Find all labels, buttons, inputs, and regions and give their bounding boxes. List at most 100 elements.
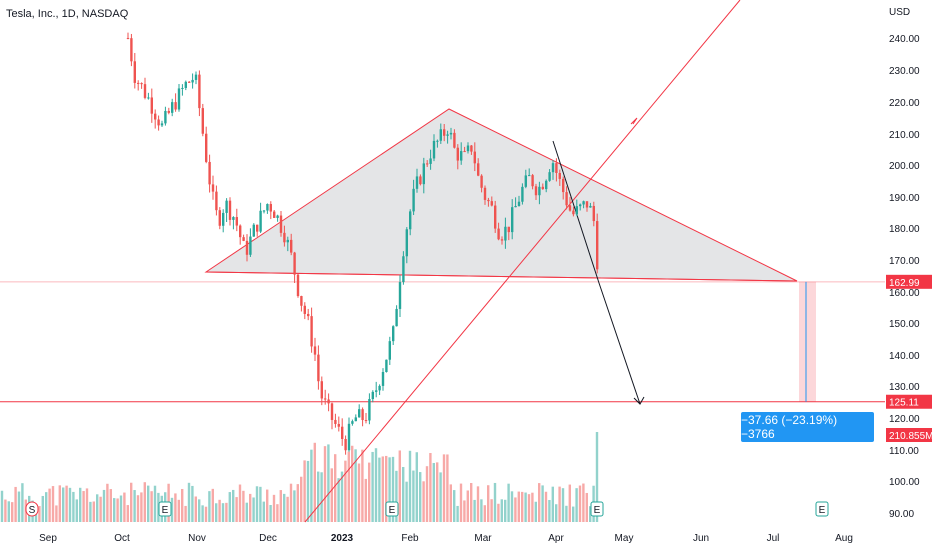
volume-bar bbox=[347, 451, 350, 522]
candle-body bbox=[259, 210, 262, 232]
volume-bar bbox=[415, 452, 418, 522]
volume-bar bbox=[272, 494, 276, 522]
volume-bar bbox=[194, 496, 197, 522]
volume-bar bbox=[449, 484, 452, 522]
event-marker-label: E bbox=[162, 505, 169, 516]
candle-body bbox=[225, 200, 228, 213]
volume-bar bbox=[177, 499, 180, 522]
volume-bar bbox=[432, 462, 435, 522]
price-tick-label: 210.00 bbox=[889, 130, 920, 141]
candle-body bbox=[487, 199, 490, 202]
volume-bar bbox=[320, 472, 323, 522]
candle-body bbox=[150, 97, 153, 114]
candle-body bbox=[300, 296, 303, 306]
volume-bar bbox=[510, 491, 514, 522]
candle-body bbox=[249, 236, 252, 255]
candle-body bbox=[466, 145, 470, 152]
volume-bar bbox=[133, 490, 136, 522]
volume-bar bbox=[504, 499, 507, 522]
time-tick-label: Aug bbox=[835, 533, 853, 544]
event-marker-shape bbox=[590, 501, 604, 517]
time-tick-label: Apr bbox=[548, 533, 564, 544]
price-tag-background bbox=[886, 428, 932, 442]
volume-bar bbox=[252, 497, 255, 522]
candle-body bbox=[205, 133, 208, 162]
volume-bar bbox=[65, 485, 68, 522]
candle-body bbox=[245, 240, 249, 255]
candle-body bbox=[211, 184, 215, 192]
candle-body bbox=[167, 110, 170, 113]
volume-bar bbox=[184, 505, 187, 522]
volume-bar bbox=[58, 485, 61, 522]
candle-body bbox=[361, 409, 364, 421]
volume-bar bbox=[85, 488, 89, 522]
candle-body bbox=[174, 102, 177, 110]
time-tick-label: Jul bbox=[767, 533, 780, 544]
volume-bar bbox=[493, 482, 497, 522]
volume-bar bbox=[7, 501, 10, 522]
candle-body bbox=[324, 398, 327, 400]
candle-body bbox=[480, 175, 483, 188]
volume-bar bbox=[568, 484, 571, 522]
candle-body bbox=[572, 210, 575, 215]
candle-body bbox=[460, 151, 463, 161]
candle-body bbox=[551, 163, 555, 173]
candle-body bbox=[198, 74, 201, 109]
candle-body bbox=[222, 212, 225, 226]
candle-body bbox=[188, 81, 191, 83]
candle-body bbox=[398, 282, 402, 309]
volume-bar bbox=[0, 490, 4, 522]
volume-bar bbox=[89, 501, 92, 522]
time-tick-label: Oct bbox=[114, 533, 130, 544]
volume-bar bbox=[293, 490, 296, 522]
event-marker-shape bbox=[815, 501, 829, 517]
volume-bar bbox=[266, 489, 269, 522]
candle-body bbox=[568, 205, 572, 211]
price-axis[interactable]: USD 240.00 230.00 220.00 210.00 200.00 190.00 1… bbox=[889, 7, 920, 520]
candle-body bbox=[126, 38, 130, 39]
volume-bar bbox=[381, 456, 384, 522]
price-tick-label: 230.00 bbox=[889, 66, 920, 77]
volume-bar bbox=[123, 492, 126, 522]
volume-bar bbox=[524, 492, 527, 522]
candle-body bbox=[449, 132, 453, 135]
candle-body bbox=[534, 186, 538, 196]
candle-body bbox=[545, 180, 548, 190]
volume-bar bbox=[585, 492, 588, 522]
price-tag: 162.99 bbox=[886, 274, 932, 289]
volume-bar bbox=[96, 494, 99, 522]
price-tick-label: 190.00 bbox=[889, 193, 920, 204]
volume-bar bbox=[408, 450, 412, 522]
volume-bar bbox=[255, 486, 259, 522]
volume-bar bbox=[558, 486, 561, 522]
volume-bar bbox=[405, 481, 408, 522]
time-tick-label: Jun bbox=[693, 533, 709, 544]
price-tick-label: 220.00 bbox=[889, 98, 920, 109]
time-axis[interactable]: Sep Oct Nov Dec 2023 Feb Mar Apr May Jun Jul Aug bbox=[39, 533, 853, 544]
price-tick-label: 200.00 bbox=[889, 161, 920, 172]
candle-body bbox=[463, 151, 466, 153]
volume-bar bbox=[75, 499, 78, 522]
candle-body bbox=[439, 129, 442, 141]
candle-body bbox=[140, 83, 143, 85]
price-tick-label: 180.00 bbox=[889, 224, 920, 235]
volume-bar bbox=[538, 483, 541, 522]
price-tag-label: 210.855M bbox=[889, 431, 932, 442]
volume-bar bbox=[170, 497, 174, 522]
volume-bar bbox=[235, 497, 238, 522]
volume-bar bbox=[228, 492, 231, 522]
volume-bar bbox=[130, 482, 133, 522]
event-marker-shape bbox=[25, 501, 39, 517]
event-marker-label: E bbox=[819, 505, 826, 516]
volume-bar bbox=[38, 506, 41, 522]
volume-bar bbox=[201, 505, 204, 522]
candle-body bbox=[307, 313, 310, 317]
volume-bar bbox=[436, 462, 439, 522]
time-tick-label: Nov bbox=[188, 533, 206, 544]
candle-body bbox=[286, 239, 289, 243]
volume-bar bbox=[565, 505, 568, 522]
candle-body bbox=[351, 421, 354, 424]
volume-bar bbox=[395, 470, 398, 522]
